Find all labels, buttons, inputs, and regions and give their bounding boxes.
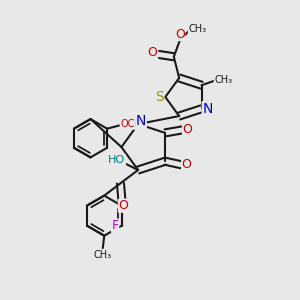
Text: CH₃: CH₃	[94, 250, 112, 260]
Text: CH₃: CH₃	[214, 75, 232, 85]
Text: O: O	[183, 123, 192, 136]
Text: N: N	[202, 102, 213, 116]
Text: O: O	[182, 158, 191, 171]
Text: HO: HO	[108, 155, 125, 165]
Text: F: F	[112, 219, 119, 232]
Text: OCH₃: OCH₃	[120, 119, 146, 129]
Text: O: O	[148, 46, 158, 59]
Text: O: O	[175, 28, 185, 40]
Text: S: S	[155, 90, 164, 104]
Text: O: O	[118, 199, 128, 212]
Text: N: N	[136, 114, 146, 128]
Text: CH₃: CH₃	[188, 24, 206, 34]
